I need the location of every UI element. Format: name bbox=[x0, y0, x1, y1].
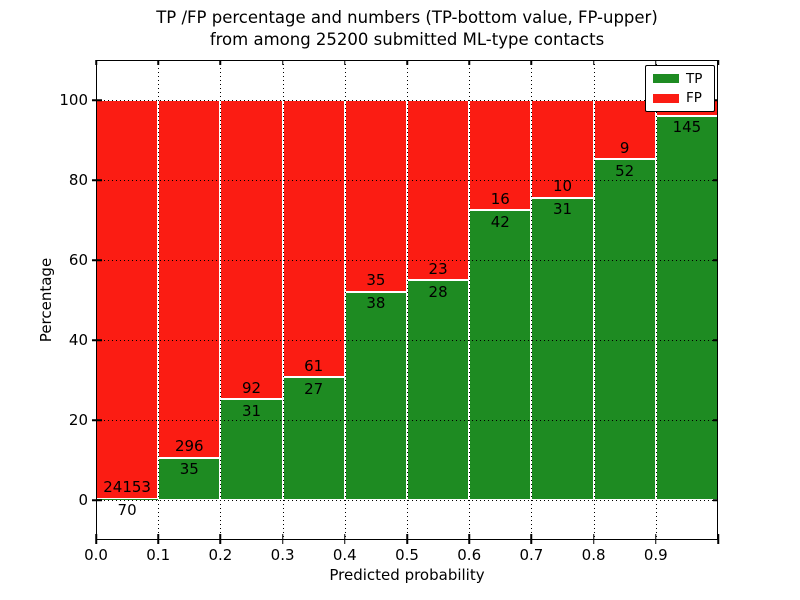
x-tick-mark-top bbox=[592, 60, 595, 65]
y-axis-label: Percentage bbox=[37, 257, 55, 343]
y-tick-mark-right bbox=[713, 499, 718, 501]
legend-label-fp: FP bbox=[686, 90, 702, 107]
y-tick-mark-right bbox=[713, 339, 718, 341]
x-tick-mark bbox=[717, 534, 719, 544]
x-tick-mark bbox=[219, 534, 222, 544]
x-tick-mark-top bbox=[655, 60, 657, 65]
x-tick-label: 0.3 bbox=[270, 546, 295, 564]
chart-title-line1: TP /FP percentage and numbers (TP-bottom… bbox=[156, 8, 658, 27]
gridline-vertical bbox=[593, 60, 595, 540]
chart-title: TP /FP percentage and numbers (TP-bottom… bbox=[96, 7, 718, 51]
x-tick-mark-top bbox=[468, 60, 470, 65]
bar-segment-fp bbox=[282, 100, 345, 378]
x-tick-mark-top bbox=[157, 60, 159, 65]
y-tick-mark bbox=[92, 99, 102, 101]
x-tick-label: 0.2 bbox=[208, 546, 233, 564]
x-tick-mark bbox=[592, 534, 595, 544]
bar-segment-fp bbox=[220, 100, 283, 400]
x-tick-mark bbox=[281, 534, 284, 544]
y-tick-mark-right bbox=[713, 179, 718, 181]
x-tick-mark-top bbox=[281, 60, 284, 65]
legend-item-tp: TP bbox=[653, 71, 707, 87]
x-tick-label: 0.6 bbox=[457, 546, 482, 564]
bar-segment-fp bbox=[158, 100, 221, 458]
y-tick-mark-right bbox=[713, 99, 718, 101]
bar-segment-fp bbox=[469, 100, 532, 211]
y-tick-mark bbox=[92, 419, 102, 421]
x-tick-label: 0.7 bbox=[519, 546, 544, 564]
y-tick-mark bbox=[92, 499, 102, 501]
bar-segment-tp bbox=[531, 197, 594, 500]
x-tick-mark-top bbox=[219, 60, 222, 65]
y-tick-mark bbox=[92, 259, 102, 261]
x-tick-mark-top bbox=[406, 60, 408, 65]
legend-label-tp: TP bbox=[686, 70, 703, 87]
bar-segment-fp bbox=[407, 100, 470, 281]
x-tick-mark bbox=[468, 534, 470, 544]
gridline-vertical bbox=[407, 60, 408, 540]
y-tick-mark-right bbox=[713, 419, 718, 421]
x-tick-mark bbox=[344, 534, 346, 544]
x-tick-label: 0.1 bbox=[146, 546, 171, 564]
x-tick-mark bbox=[530, 534, 533, 544]
bar-label-tp: 70 bbox=[117, 501, 137, 520]
gridline-vertical bbox=[282, 60, 284, 540]
bar-segment-tp bbox=[344, 291, 407, 500]
gridline-vertical bbox=[469, 60, 471, 540]
x-tick-mark-top bbox=[717, 60, 719, 65]
bar-segment-fp bbox=[344, 100, 407, 292]
gridline-vertical bbox=[655, 60, 657, 540]
legend: TP FP bbox=[645, 65, 715, 112]
bar-segment-tp bbox=[469, 210, 532, 500]
x-tick-label: 0.8 bbox=[581, 546, 606, 564]
bar-segment-tp bbox=[407, 280, 470, 500]
y-tick-label: 100 bbox=[59, 91, 88, 109]
gridline-vertical bbox=[158, 60, 160, 540]
x-axis-label: Predicted probability bbox=[329, 566, 485, 584]
y-tick-mark bbox=[92, 179, 102, 181]
plot-area: 24153 70 296 35 92 31 61 27 35 38 23 28 16 42 10 31 9 52 1… bbox=[92, 60, 719, 544]
bar-segment-tp bbox=[96, 498, 159, 500]
y-tick-mark-right bbox=[713, 259, 718, 261]
bar-segment-tp bbox=[282, 377, 345, 500]
y-tick-mark bbox=[92, 339, 102, 341]
gridline-vertical bbox=[344, 60, 346, 540]
bar-segment-tp bbox=[593, 159, 656, 500]
x-tick-label: 0.4 bbox=[332, 546, 357, 564]
x-tick-mark-top bbox=[530, 60, 533, 65]
y-tick-label: 20 bbox=[68, 411, 88, 429]
y-tick-label: 60 bbox=[68, 251, 88, 269]
y-tick-label: 0 bbox=[78, 491, 88, 509]
x-tick-mark bbox=[406, 534, 408, 544]
fp-swatch-icon bbox=[653, 93, 679, 103]
x-tick-mark bbox=[157, 534, 159, 544]
bar-segment-fp bbox=[531, 100, 594, 198]
legend-item-fp: FP bbox=[653, 90, 707, 106]
x-tick-mark bbox=[95, 534, 97, 544]
x-tick-mark bbox=[655, 534, 657, 544]
chart-title-line2: from among 25200 submitted ML-type conta… bbox=[209, 30, 605, 49]
x-tick-label: 0.0 bbox=[84, 546, 108, 564]
tp-swatch-icon bbox=[653, 74, 679, 84]
bar-segment-tp bbox=[220, 399, 283, 500]
y-tick-label: 40 bbox=[68, 331, 88, 349]
x-tick-label: 0.5 bbox=[395, 546, 419, 564]
x-tick-label: 0.9 bbox=[643, 546, 668, 564]
x-tick-mark-top bbox=[344, 60, 346, 65]
bar-segment-tp bbox=[158, 457, 221, 500]
gridline-vertical bbox=[220, 60, 222, 540]
bar-segment-fp bbox=[96, 100, 159, 499]
x-tick-mark-top bbox=[95, 60, 97, 65]
bar-segment-tp bbox=[655, 115, 718, 500]
gridline-vertical bbox=[531, 60, 533, 540]
y-tick-label: 80 bbox=[68, 171, 88, 189]
